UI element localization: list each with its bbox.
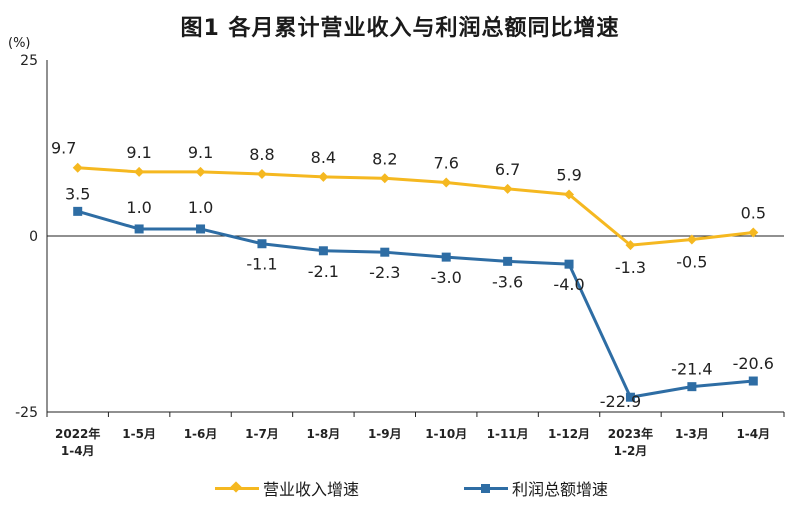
data-point-revenue [134,166,145,177]
data-label: -1.3 [615,258,646,277]
x-tick-label: 1-10月 [425,427,467,441]
data-point-revenue [379,173,390,184]
data-label: 1.0 [126,198,151,217]
x-tick-label: 1-3月 [675,427,709,441]
x-tick-label: 1-12月 [548,427,590,441]
x-tick-label: 1-8月 [307,427,341,441]
x-tick-label: 2022年 [55,426,100,441]
x-tick-label: 1-11月 [487,427,529,441]
data-point-revenue [441,177,452,188]
data-label: 9.7 [51,139,76,158]
y-tick-label: -25 [15,405,38,421]
x-tick-label: 1-2月 [614,444,648,458]
data-point-profit [380,247,390,257]
data-point-profit [687,382,697,392]
data-label: 8.4 [311,148,336,167]
data-point-profit [564,259,574,269]
data-label: 3.5 [65,184,90,203]
data-point-revenue [318,171,329,182]
data-label: -4.0 [553,275,584,294]
x-tick-label: 1-4月 [61,444,95,458]
x-tick-label: 1-4月 [736,427,770,441]
chart-title: 图1 各月累计营业收入与利润总额同比增速 [180,16,620,41]
data-point-revenue [195,166,206,177]
series-line-revenue [77,166,754,247]
data-point-revenue [625,240,636,251]
data-label: 1.0 [188,198,213,217]
y-tick-label: 0 [29,229,38,245]
data-label: -2.3 [369,263,400,282]
data-point-profit [196,224,206,234]
legend-swatch-revenue [215,481,259,495]
x-tick-label: 2023年 [608,426,653,441]
legend-swatch-profit [464,481,508,495]
data-point-profit [441,252,451,262]
legend-label-profit: 利润总额增速 [512,480,609,499]
data-label: 9.1 [126,143,151,162]
data-point-revenue [502,183,513,194]
data-label: 6.7 [495,160,520,179]
data-point-revenue [72,162,83,173]
legend-label-revenue: 营业收入增速 [263,480,360,499]
line-chart: 25 0 -25 2022年 1-4月 1-5月 1-6月 1-7月 1-8月 1-9月 1-10月… [15,53,785,458]
data-point-profit [134,224,144,234]
data-label: -3.6 [492,272,523,291]
data-label: 5.9 [556,165,581,184]
x-tick-label: 1-6月 [184,427,218,441]
data-label: 0.5 [741,203,766,222]
data-point-revenue [748,227,759,238]
data-point-profit [318,246,328,256]
data-label: 8.8 [249,145,274,164]
data-label: 7.6 [433,153,458,172]
data-point-revenue [256,169,267,180]
data-label: -3.0 [431,268,462,287]
data-label: -0.5 [676,253,707,272]
data-label: 8.2 [372,149,397,168]
series-line-profit [77,209,754,399]
data-point-profit [73,206,83,216]
data-point-profit [257,239,267,249]
data-point-profit [625,392,635,402]
data-point-revenue [564,189,575,200]
y-axis-unit: (%) [8,36,31,51]
x-tick-label: 1-5月 [122,427,156,441]
legend-item-profit: 利润总额增速 [464,476,608,500]
data-point-profit [503,256,513,266]
x-tick-label: 1-7月 [245,427,279,441]
data-point-profit [748,376,758,386]
data-label: 9.1 [188,143,213,162]
data-point-revenue [686,234,697,245]
data-label: -21.4 [671,360,712,379]
legend-item-revenue: 营业收入增速 [215,476,359,500]
data-label: -20.6 [733,354,774,373]
x-tick-label: 1-9月 [368,427,402,441]
data-label: -1.1 [246,255,277,274]
y-tick-label: 25 [20,53,38,69]
data-label: -22.9 [600,392,641,411]
data-label: -2.1 [308,262,339,281]
